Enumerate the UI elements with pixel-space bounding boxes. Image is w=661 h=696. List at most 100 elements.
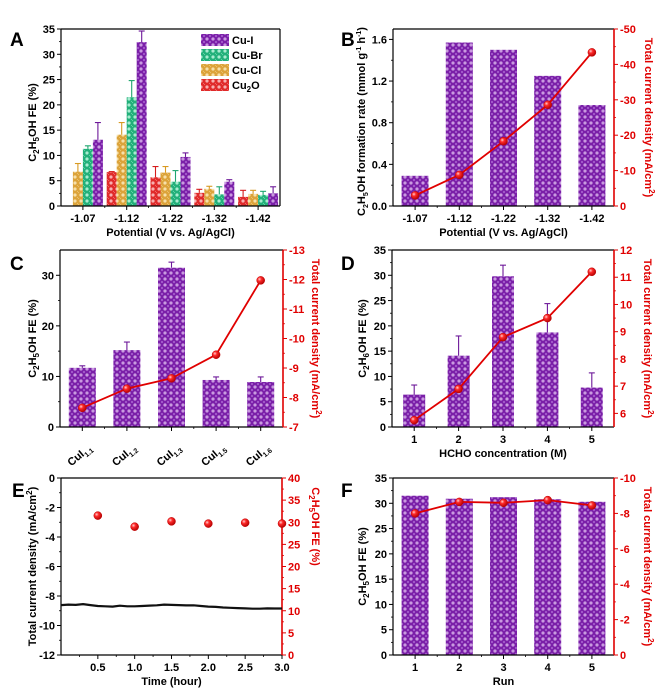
panel-a-ylabel: C2H5OH FE (%) [27,83,41,162]
panel-f-ylabel-rest: OH FE (%) [357,527,369,581]
panel-b-xlabel: Potential (V vs. Ag/AgCl) [439,227,568,239]
panel-f-line-point [543,495,552,505]
panel-e-ytick-right-label: 20 [288,562,300,574]
panel-f-bar [445,498,473,655]
panel-c-ytick-label: 10 [42,371,54,383]
panel-f-bar [401,495,429,655]
panel-d-ylabel-h: H [357,357,369,365]
panel-d-ylabel-c: C [357,370,369,378]
panel-a-ytick-label: 15 [43,125,55,137]
panel-c-xtick-label-main: CuI [199,448,220,469]
panel-f-ytick-label: 25 [375,524,387,536]
panel-e-ylabel-close: ) [27,486,39,490]
panel-f-ytick-label: 0 [381,650,387,662]
panel-label-d: D [341,254,355,275]
panel-d-ylabel-rest: OH FE (%) [357,299,369,353]
panel-e-xtick-label: 0.5 [90,662,105,674]
panel-b-ytick-right-label: 0 [620,201,626,213]
panel-d-ytick-right-label: 11 [620,272,632,284]
panel-b-ylabel: C2H5OH formation rate (mmol g-1 h-1) [356,27,370,216]
panel-a-bar [126,97,137,206]
panel-a-ylabel-sub: 2 [32,149,41,154]
panel-e-ylabel-right-part: H [309,500,321,508]
panel-a-legend-label: Cu-Br [232,50,263,62]
panel-e-ytick-right-label: 35 [288,495,300,507]
panel-c-line-point [256,276,265,285]
panel-e-ytick-label: -10 [39,621,55,633]
panel-f-ytick-right-label: -10 [620,473,636,485]
panel-c-xtick-label-main: CuI [244,448,265,469]
panel-c-ytick-label: 30 [42,270,54,282]
panel-b-chart: 0.0 0.4 0.8 1.2 1.6 0 -10 -20 -30 -40 -50 -1.07 -1.1… [356,24,656,239]
panel-b-ylabel-right-main: Total current density (mA/cm [642,38,654,190]
panel-c-ylabel-rest: OH FE (%) [27,299,39,353]
panel-c-line-point [122,384,132,393]
panel-f-xlabel: Run [493,676,515,688]
panel-c-bar [247,381,275,427]
panel-label-e: E [12,481,25,502]
panel-d-ytick-right-label: 12 [620,245,632,257]
panel-b-ylabel-part: OH formation rate (mmol g [356,53,368,192]
panel-b-xtick-label: -1.22 [491,213,516,225]
panel-b-ylabel-exp: -1 [356,47,363,53]
panel-b-ytick-right-label: -40 [620,59,636,71]
panel-f-ylabel-sub: 5 [362,580,371,585]
panel-b-ytick-label: 0.8 [372,118,387,130]
panel-a-bar [92,139,103,206]
panel-a-ytick-label: 0 [49,201,55,213]
panel-f-xtick-label: 4 [545,662,552,674]
panel-f-ytick-right-label: -4 [620,579,631,591]
panel-c-xtick-label: CuI1.6 [244,442,274,470]
panel-f-ylabel-right: Total current density (mA/cm2) [641,487,655,647]
panel-a-bar [238,196,249,206]
panel-a-ylabel-sub: 5 [32,136,41,141]
panel-c-ytick-label: 20 [42,321,54,333]
panel-a-xtick-label: -1.07 [70,213,95,225]
panel-d-ytick-right-label: 7 [620,381,626,393]
panel-e-ytick-label: -8 [45,591,55,603]
panel-b-ytick-label: 1.2 [372,76,387,88]
panel-c-bar [158,267,185,427]
panel-f-line-point [587,501,597,510]
panel-c-ytick-right-label: -10 [289,334,305,346]
panel-d-line-point [543,313,552,323]
panel-e-scatter-point [167,517,176,526]
panel-f-ylabel-right-close: ) [641,643,653,647]
panel-a-bar [106,172,117,206]
panel-d-bar [403,394,426,427]
panel-c-ytick-right-label: -9 [289,363,299,375]
panel-b-ylabel-right-close: ) [642,194,654,198]
panel-b-ylabel-sub: 2 [363,204,370,208]
panel-c-ylabel-sub: 2 [32,365,41,370]
panel-d-xtick-label: 5 [589,434,595,446]
panel-d-ytick-label: 35 [374,245,386,257]
panel-e-ytick-label: -6 [45,562,55,574]
panel-c-ylabel-right-close: ) [309,415,321,419]
panel-label-a: A [10,30,24,51]
panel-b-ytick-right-label: -20 [620,130,636,142]
panel-d-ytick-right-label: 8 [620,354,626,366]
panel-d-line-point [587,267,597,277]
panel-b-line-point [410,191,420,200]
panel-c-ylabel-right: Total current density (mA/cm2) [309,259,323,419]
panel-a-bar [214,194,225,206]
panel-d-xtick-label: 2 [456,434,462,446]
panel-e-xlabel: Time (hour) [141,676,202,688]
panel-a-legend-swatch [201,64,229,76]
panel-a-ytick-label: 10 [43,150,55,162]
panel-f-ytick-right-label: -8 [620,508,630,520]
panel-c-ylabel-sub: 5 [32,352,41,357]
panel-f-ytick-label: 5 [381,625,387,637]
panel-c-xtick-label-sub: 1.3 [173,447,185,459]
panel-e-ylabel-exp: 2 [25,490,34,495]
panel-b-bar [445,42,473,206]
panel-a-bar [268,193,279,206]
panel-a-legend-label-part: Cu [232,80,247,92]
panel-a-bar [204,188,215,206]
panel-f-xtick-label: 5 [589,662,595,674]
panel-f-bar [534,499,562,655]
panel-c-line-point [167,374,176,383]
